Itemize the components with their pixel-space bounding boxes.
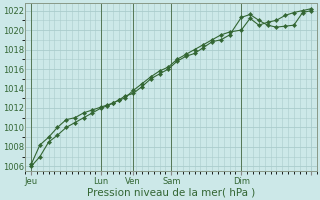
X-axis label: Pression niveau de la mer( hPa ): Pression niveau de la mer( hPa ) (87, 187, 255, 197)
